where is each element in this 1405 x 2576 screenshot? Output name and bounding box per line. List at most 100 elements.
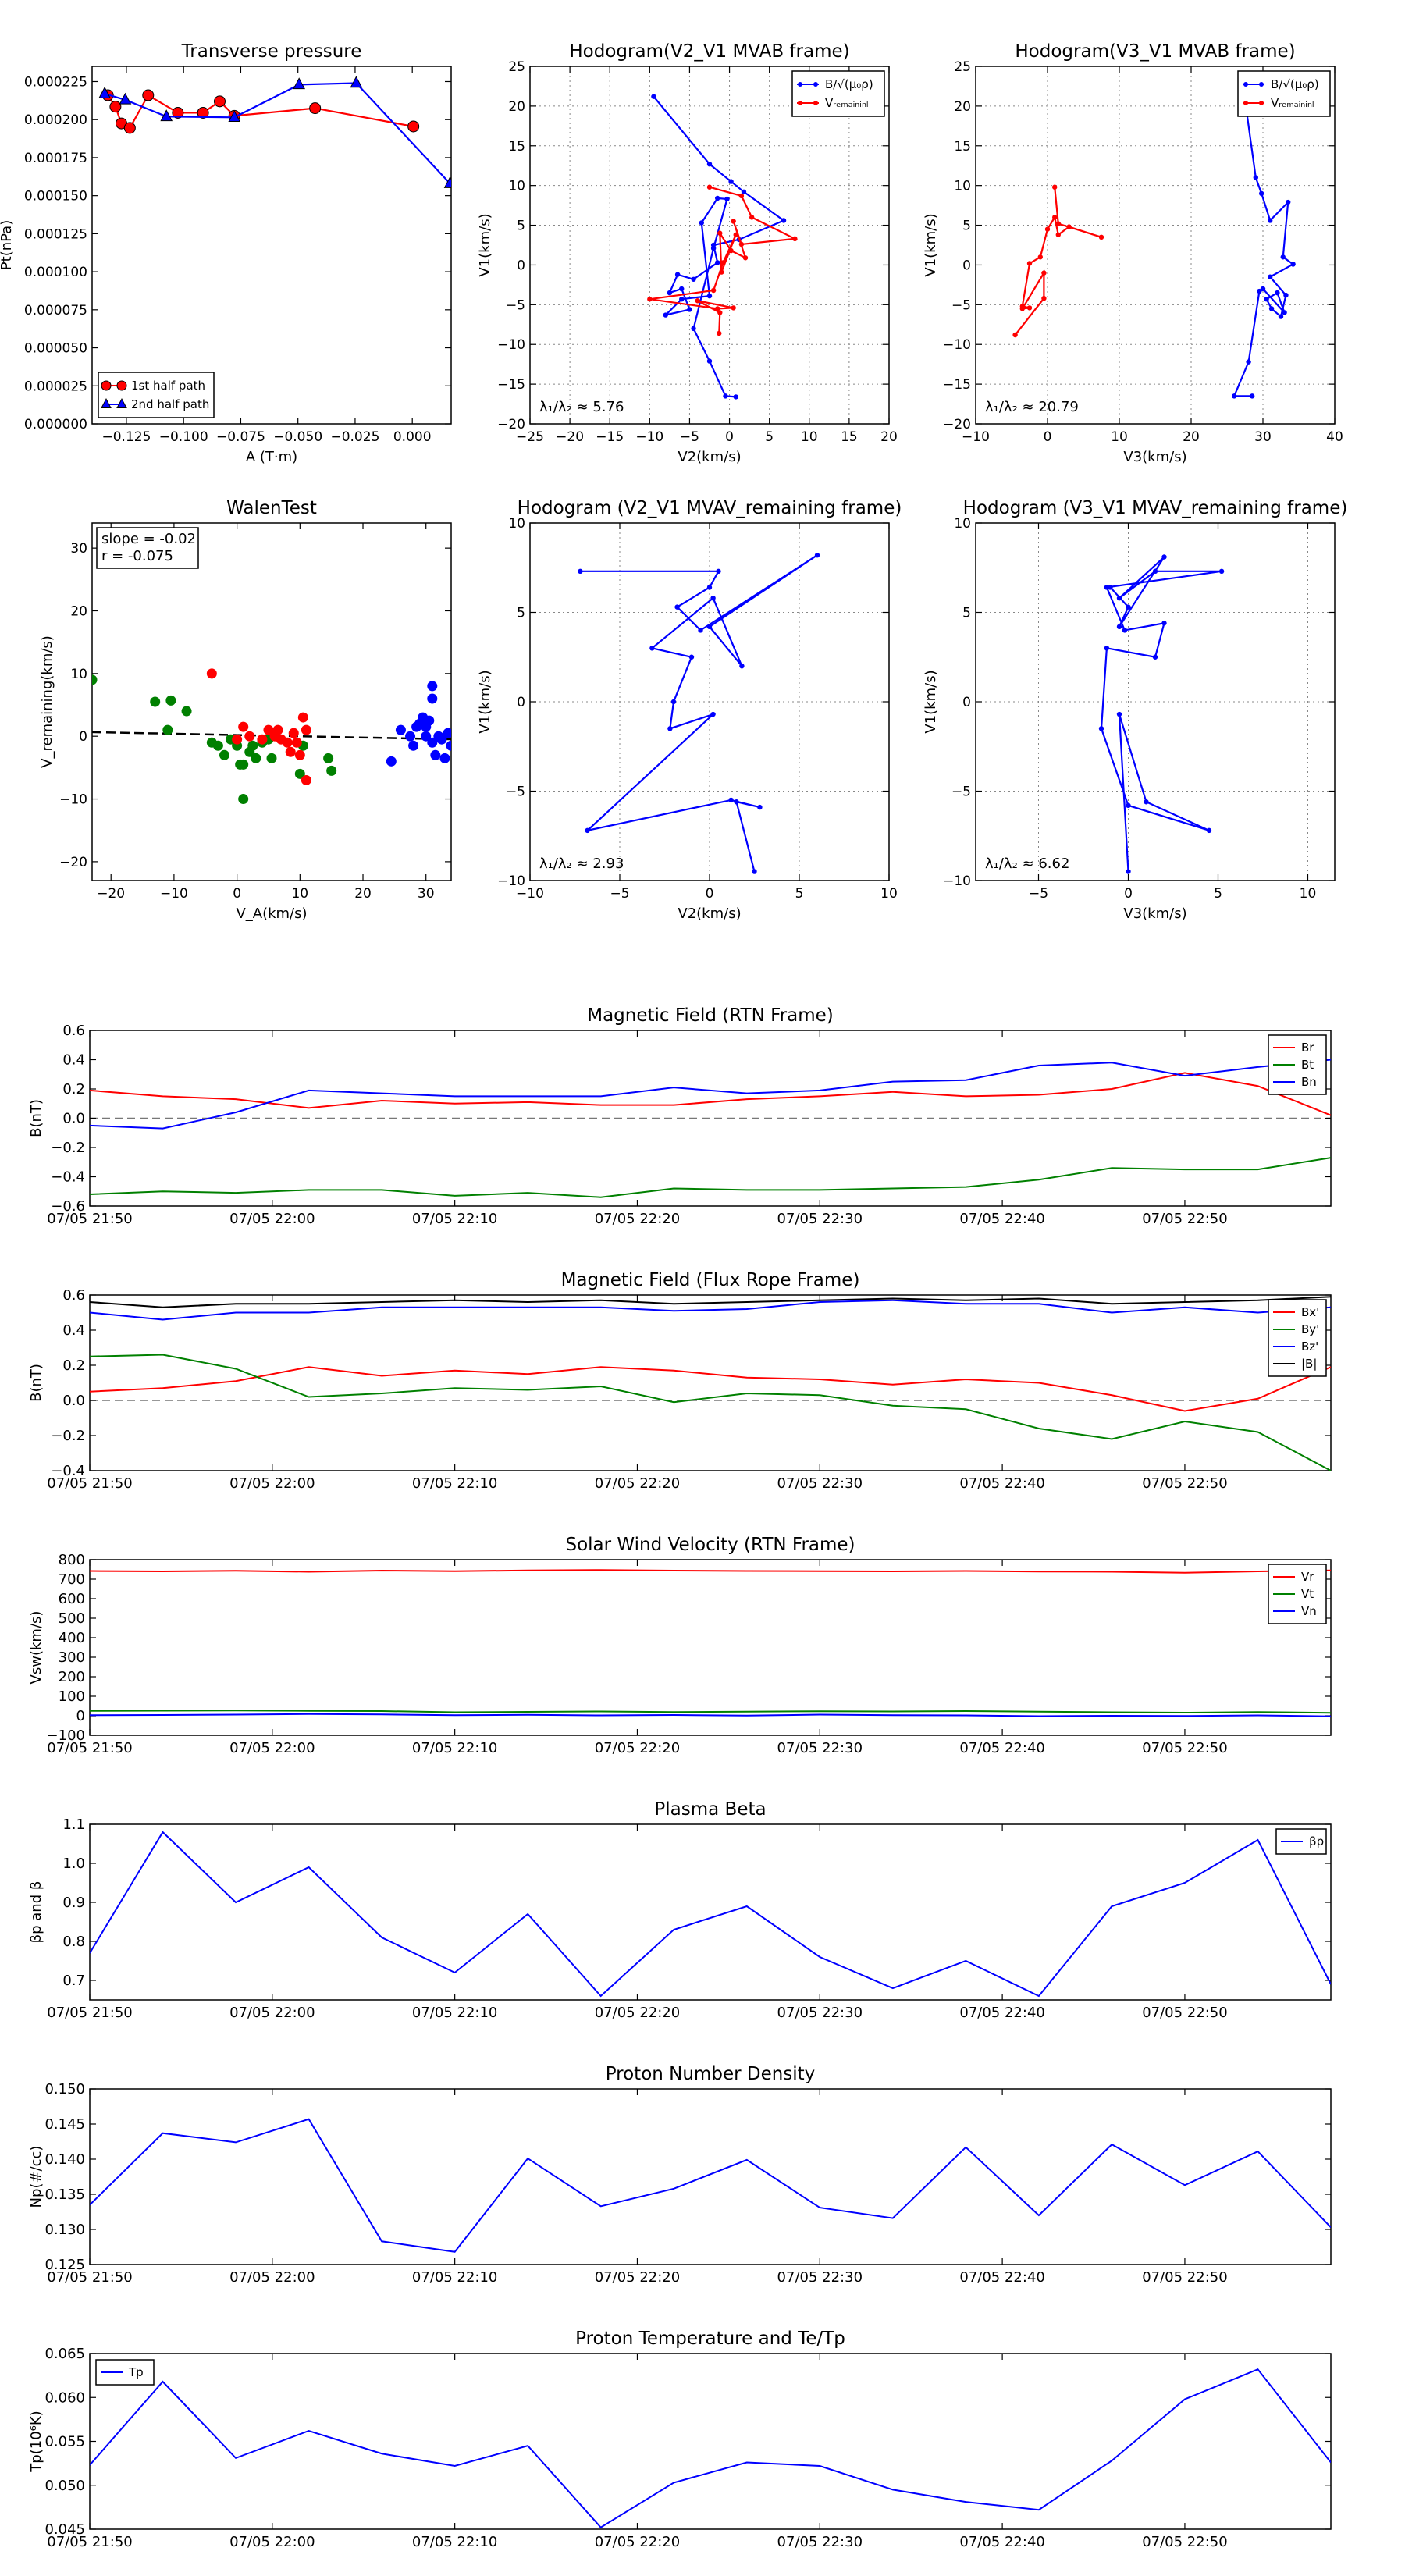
chart-title: Magnetic Field (RTN Frame) bbox=[587, 1005, 834, 1026]
legend-label: Bn bbox=[1301, 1075, 1317, 1089]
legend-label: Bz' bbox=[1301, 1340, 1318, 1354]
data-point bbox=[706, 624, 713, 630]
data-point bbox=[1264, 297, 1269, 302]
x-tick-label: 07/05 22:10 bbox=[412, 2005, 497, 2021]
x-axis-label: V_A(km/s) bbox=[236, 906, 307, 922]
data-point bbox=[1286, 199, 1291, 205]
x-tick-label: −0.125 bbox=[101, 429, 151, 445]
data-point bbox=[710, 711, 716, 717]
data-point bbox=[1206, 827, 1212, 834]
data-point bbox=[142, 89, 155, 101]
data-point bbox=[691, 276, 696, 282]
data-point bbox=[724, 196, 730, 202]
data-point bbox=[228, 110, 241, 123]
chart-tp: Transverse pressure −0.125 −0.100 −0.075 −0.… bbox=[0, 41, 452, 465]
data-point bbox=[439, 753, 450, 763]
legend-marker bbox=[813, 101, 818, 105]
plot-area bbox=[647, 94, 799, 400]
legend-box bbox=[1237, 70, 1331, 117]
x-tick-label: 07/05 22:40 bbox=[959, 1475, 1044, 1492]
data-point bbox=[687, 307, 692, 312]
data-point bbox=[150, 696, 161, 707]
annotation-text: λ₁/λ₂ ≈ 6.62 bbox=[985, 856, 1069, 872]
data-point bbox=[446, 740, 451, 751]
data-point bbox=[814, 553, 820, 558]
y-tick-label: 10 bbox=[954, 516, 971, 532]
legend-label: Tp bbox=[128, 2365, 144, 2379]
chart-np: Proton Number Density 07/05 21:50 07/05 22… bbox=[28, 2064, 1332, 2286]
chart-title: Hodogram(V2_V1 MVAB frame) bbox=[569, 41, 849, 62]
data-point bbox=[288, 728, 299, 738]
data-point bbox=[1260, 286, 1266, 292]
y-tick-label: 0.4 bbox=[62, 1322, 85, 1339]
y-tick-label: 0.6 bbox=[62, 1287, 85, 1304]
data-point bbox=[1116, 595, 1122, 601]
axes-frame bbox=[975, 66, 1336, 425]
chart-title: Magnetic Field (Flux Rope Frame) bbox=[561, 1270, 860, 1290]
data-point bbox=[585, 827, 590, 834]
x-tick-label: 07/05 22:50 bbox=[1142, 2005, 1227, 2021]
y-tick-label: −0.4 bbox=[51, 1169, 85, 1186]
y-tick-label: 10 bbox=[954, 179, 971, 194]
data-point bbox=[781, 218, 787, 223]
y-tick-label: −10 bbox=[497, 873, 525, 889]
x-tick-label: 07/05 22:10 bbox=[412, 1475, 497, 1492]
plot-area bbox=[1098, 554, 1225, 874]
chart-bflux: Magnetic Field (Flux Rope Frame) 07/05 21… bbox=[28, 1270, 1332, 1492]
x-tick-label: 07/05 22:30 bbox=[777, 1740, 863, 1756]
x-tick-label: −10 bbox=[962, 429, 990, 445]
data-point bbox=[741, 189, 747, 195]
legend: Br Bt Bn bbox=[1268, 1034, 1327, 1095]
plot-area bbox=[92, 668, 451, 805]
x-tick-label: −10 bbox=[635, 429, 663, 445]
y-tick-label: 10 bbox=[508, 179, 525, 194]
data-point bbox=[1108, 585, 1113, 590]
data-point bbox=[1268, 218, 1273, 223]
x-tick-label: 07/05 22:00 bbox=[229, 2269, 315, 2286]
data-point bbox=[710, 245, 717, 251]
chart-title: Transverse pressure bbox=[181, 41, 362, 62]
x-tick-label: 07/05 22:30 bbox=[777, 2269, 863, 2286]
data-point bbox=[719, 269, 724, 275]
data-point bbox=[670, 699, 677, 705]
data-point bbox=[720, 260, 726, 265]
data-point bbox=[1126, 869, 1131, 874]
legend-label: Vr bbox=[1301, 1570, 1314, 1584]
y-tick-label: 800 bbox=[59, 1552, 85, 1568]
data-point bbox=[706, 293, 713, 299]
data-point bbox=[212, 740, 223, 751]
y-tick-label: 0.000225 bbox=[24, 74, 87, 90]
y-tick-label: 0.000100 bbox=[24, 265, 87, 280]
data-point bbox=[1052, 215, 1058, 220]
data-point bbox=[1283, 292, 1289, 298]
data-point bbox=[326, 765, 337, 776]
y-axis-label: B(nT) bbox=[28, 1364, 44, 1402]
x-tick-label: −0.025 bbox=[330, 429, 379, 445]
data-point bbox=[710, 595, 716, 601]
x-tick-label: 0 bbox=[233, 886, 241, 902]
data-point bbox=[706, 161, 713, 167]
legend-marker bbox=[116, 380, 127, 391]
x-axis-label: V3(km/s) bbox=[1123, 449, 1186, 465]
plot-area bbox=[578, 553, 820, 874]
y-tick-label: 0.000200 bbox=[24, 112, 87, 128]
data-point bbox=[197, 106, 209, 119]
x-tick-label: 30 bbox=[418, 886, 435, 902]
data-point bbox=[238, 759, 249, 770]
x-axis-label: A (T·m) bbox=[246, 449, 297, 465]
y-tick-label: 0 bbox=[76, 1708, 85, 1724]
y-tick-label: 0.000000 bbox=[24, 417, 87, 432]
x-tick-label: 07/05 22:00 bbox=[229, 1211, 315, 1227]
data-point bbox=[98, 86, 111, 98]
data-point bbox=[728, 179, 734, 184]
data-point bbox=[309, 102, 322, 115]
data-point bbox=[1098, 234, 1104, 240]
data-point bbox=[443, 176, 451, 188]
x-tick-label: 07/05 22:50 bbox=[1142, 1211, 1227, 1227]
data-point bbox=[667, 290, 673, 296]
data-point bbox=[1126, 802, 1131, 809]
data-point bbox=[695, 298, 700, 304]
y-tick-label: 0.045 bbox=[44, 2521, 85, 2538]
data-point bbox=[651, 94, 656, 99]
data-point bbox=[723, 393, 728, 399]
